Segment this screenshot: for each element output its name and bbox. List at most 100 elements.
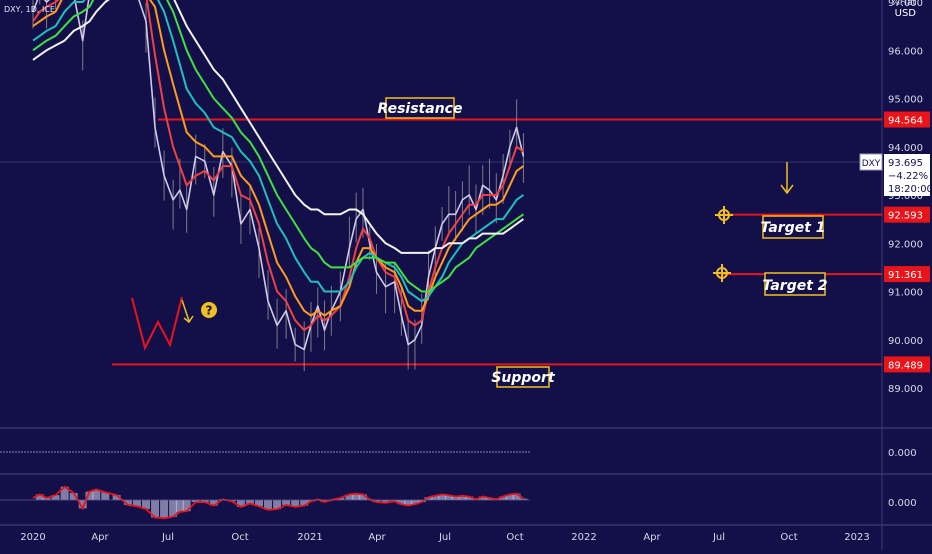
target2-label[interactable]: Target 2 (762, 272, 828, 296)
last-price-countdown: 18:20:00 (888, 184, 932, 195)
resistance-label[interactable]: Resistance (378, 97, 463, 119)
w-arrow-icon[interactable] (181, 299, 194, 324)
oscillator-bar (444, 495, 453, 500)
oscillator-line[interactable] (32, 485, 524, 520)
last-price-box (884, 154, 930, 196)
question-icon[interactable]: ? (201, 302, 217, 318)
oscillator-bar (499, 496, 508, 500)
oscillator-bar (35, 494, 44, 500)
time-tick-label: Jul (712, 532, 725, 543)
target2-text: Target 2 (762, 278, 827, 294)
price-tick-label: 89.000 (888, 384, 923, 395)
oscillator-histogram[interactable] (0, 485, 530, 520)
oscillator-bar (372, 500, 381, 503)
oscillator-bar (182, 500, 191, 512)
oscillator-bar (245, 500, 254, 504)
oscillator-bar (381, 500, 390, 503)
oscillator-bar (200, 500, 209, 503)
oscillator-bar (255, 500, 263, 507)
target1-label[interactable]: Target 1 (760, 215, 826, 239)
time-tick-label: Apr (91, 532, 109, 543)
level-price-badge (884, 206, 930, 223)
oscillator-bar (478, 496, 487, 500)
oscillator-bar (458, 495, 467, 500)
last-price-symbol-box (859, 153, 883, 171)
oscillator-bar (151, 500, 160, 518)
symbol-title: DXY, 1D, ICE (4, 5, 55, 14)
support-text: Support (491, 370, 556, 386)
time-tick-label: Apr (643, 532, 661, 543)
oscillator-bar (431, 495, 440, 500)
time-tick-label: Oct (506, 532, 523, 543)
oscillator-bar (264, 500, 273, 510)
oscillator-bar (191, 500, 200, 503)
price-tick-label: 94.000 (888, 143, 923, 154)
target1-crosshair-icon[interactable] (715, 206, 733, 224)
down-arrow-icon[interactable] (780, 162, 794, 195)
volume-pane-tick: 0.000 (888, 448, 917, 459)
oscillator-bar (410, 500, 419, 505)
time-tick-label: 2020 (20, 532, 45, 543)
oscillator-bar (85, 491, 94, 500)
level-price-badge (884, 111, 930, 128)
oscillator-bar (169, 500, 178, 517)
ema-line[interactable] (32, 0, 524, 254)
support-label[interactable]: Support (491, 366, 556, 388)
oscillator-bar (397, 500, 406, 505)
target2-crosshair-icon[interactable] (713, 264, 731, 282)
price-tick-label: 93.000 (888, 191, 923, 202)
resistance-text: Resistance (378, 101, 463, 117)
ema-line[interactable] (32, 0, 524, 317)
price-tick-label: 97.000 (888, 0, 923, 9)
time-tick-label: 2023 (844, 532, 869, 543)
time-tick-label: 2022 (571, 532, 596, 543)
w-pattern-icon[interactable] (131, 296, 183, 351)
time-tick-label: Oct (231, 532, 248, 543)
oscillator-bar (92, 489, 101, 500)
oscillator-bar (505, 494, 514, 500)
target1-text: Target 1 (760, 220, 825, 236)
oscillator-bar (519, 498, 528, 500)
oscillator-pane-tick: 0.000 (888, 498, 917, 509)
time-tick-label: Jul (438, 532, 451, 543)
level-price-text: 94.564 (888, 116, 923, 127)
oscillator-bar (282, 500, 291, 505)
ema-line[interactable] (32, 0, 524, 293)
time-axis[interactable]: 2020 Apr Jul Oct 2021 Apr Jul Oct 2022 Apr Jul Oct 2… (20, 532, 869, 543)
ema-line[interactable] (32, 0, 524, 332)
oscillator-bar (424, 497, 433, 500)
oscillator-bar (273, 500, 282, 510)
oscillator-bar (78, 500, 87, 509)
level-price-text: 91.361 (888, 270, 923, 281)
price-axis[interactable]: 97.000 96.000 95.000 94.000 93.000 92.000 91.0… (888, 0, 923, 395)
oscillator-bar (300, 500, 309, 506)
horizontal-levels[interactable]: 94.564 92.593 91.361 89.489 (112, 111, 930, 373)
price-tick-label: 96.000 (888, 46, 923, 57)
oscillator-bar (320, 500, 329, 503)
oscillator-bar (451, 496, 460, 500)
oscillator-bar (132, 500, 141, 507)
time-tick-label: Apr (368, 532, 386, 543)
level-price-badge (884, 356, 930, 373)
last-price-symbol: DXY (862, 159, 881, 169)
oscillator-bar (512, 493, 521, 500)
oscillator-bar (336, 497, 345, 500)
oscillator-bar (69, 493, 78, 500)
oscillator-bar (404, 500, 413, 506)
last-price-change: −4.22% (888, 171, 928, 182)
oscillator-bar (236, 500, 245, 507)
oscillator-bar (51, 495, 60, 500)
oscillator-bar (60, 486, 69, 500)
ema-lines[interactable] (32, 0, 524, 332)
price-tick-label: 92.000 (888, 239, 923, 250)
oscillator-bar (209, 500, 218, 506)
level-price-text: 92.593 (888, 211, 923, 222)
time-tick-label: 2021 (297, 532, 322, 543)
ema-line[interactable] (32, 0, 524, 303)
oscillator-bar (175, 500, 184, 512)
last-price-value: 93.695 (888, 158, 923, 169)
price-tick-label: 91.000 (888, 288, 923, 299)
price-tick-label: 90.000 (888, 336, 923, 347)
